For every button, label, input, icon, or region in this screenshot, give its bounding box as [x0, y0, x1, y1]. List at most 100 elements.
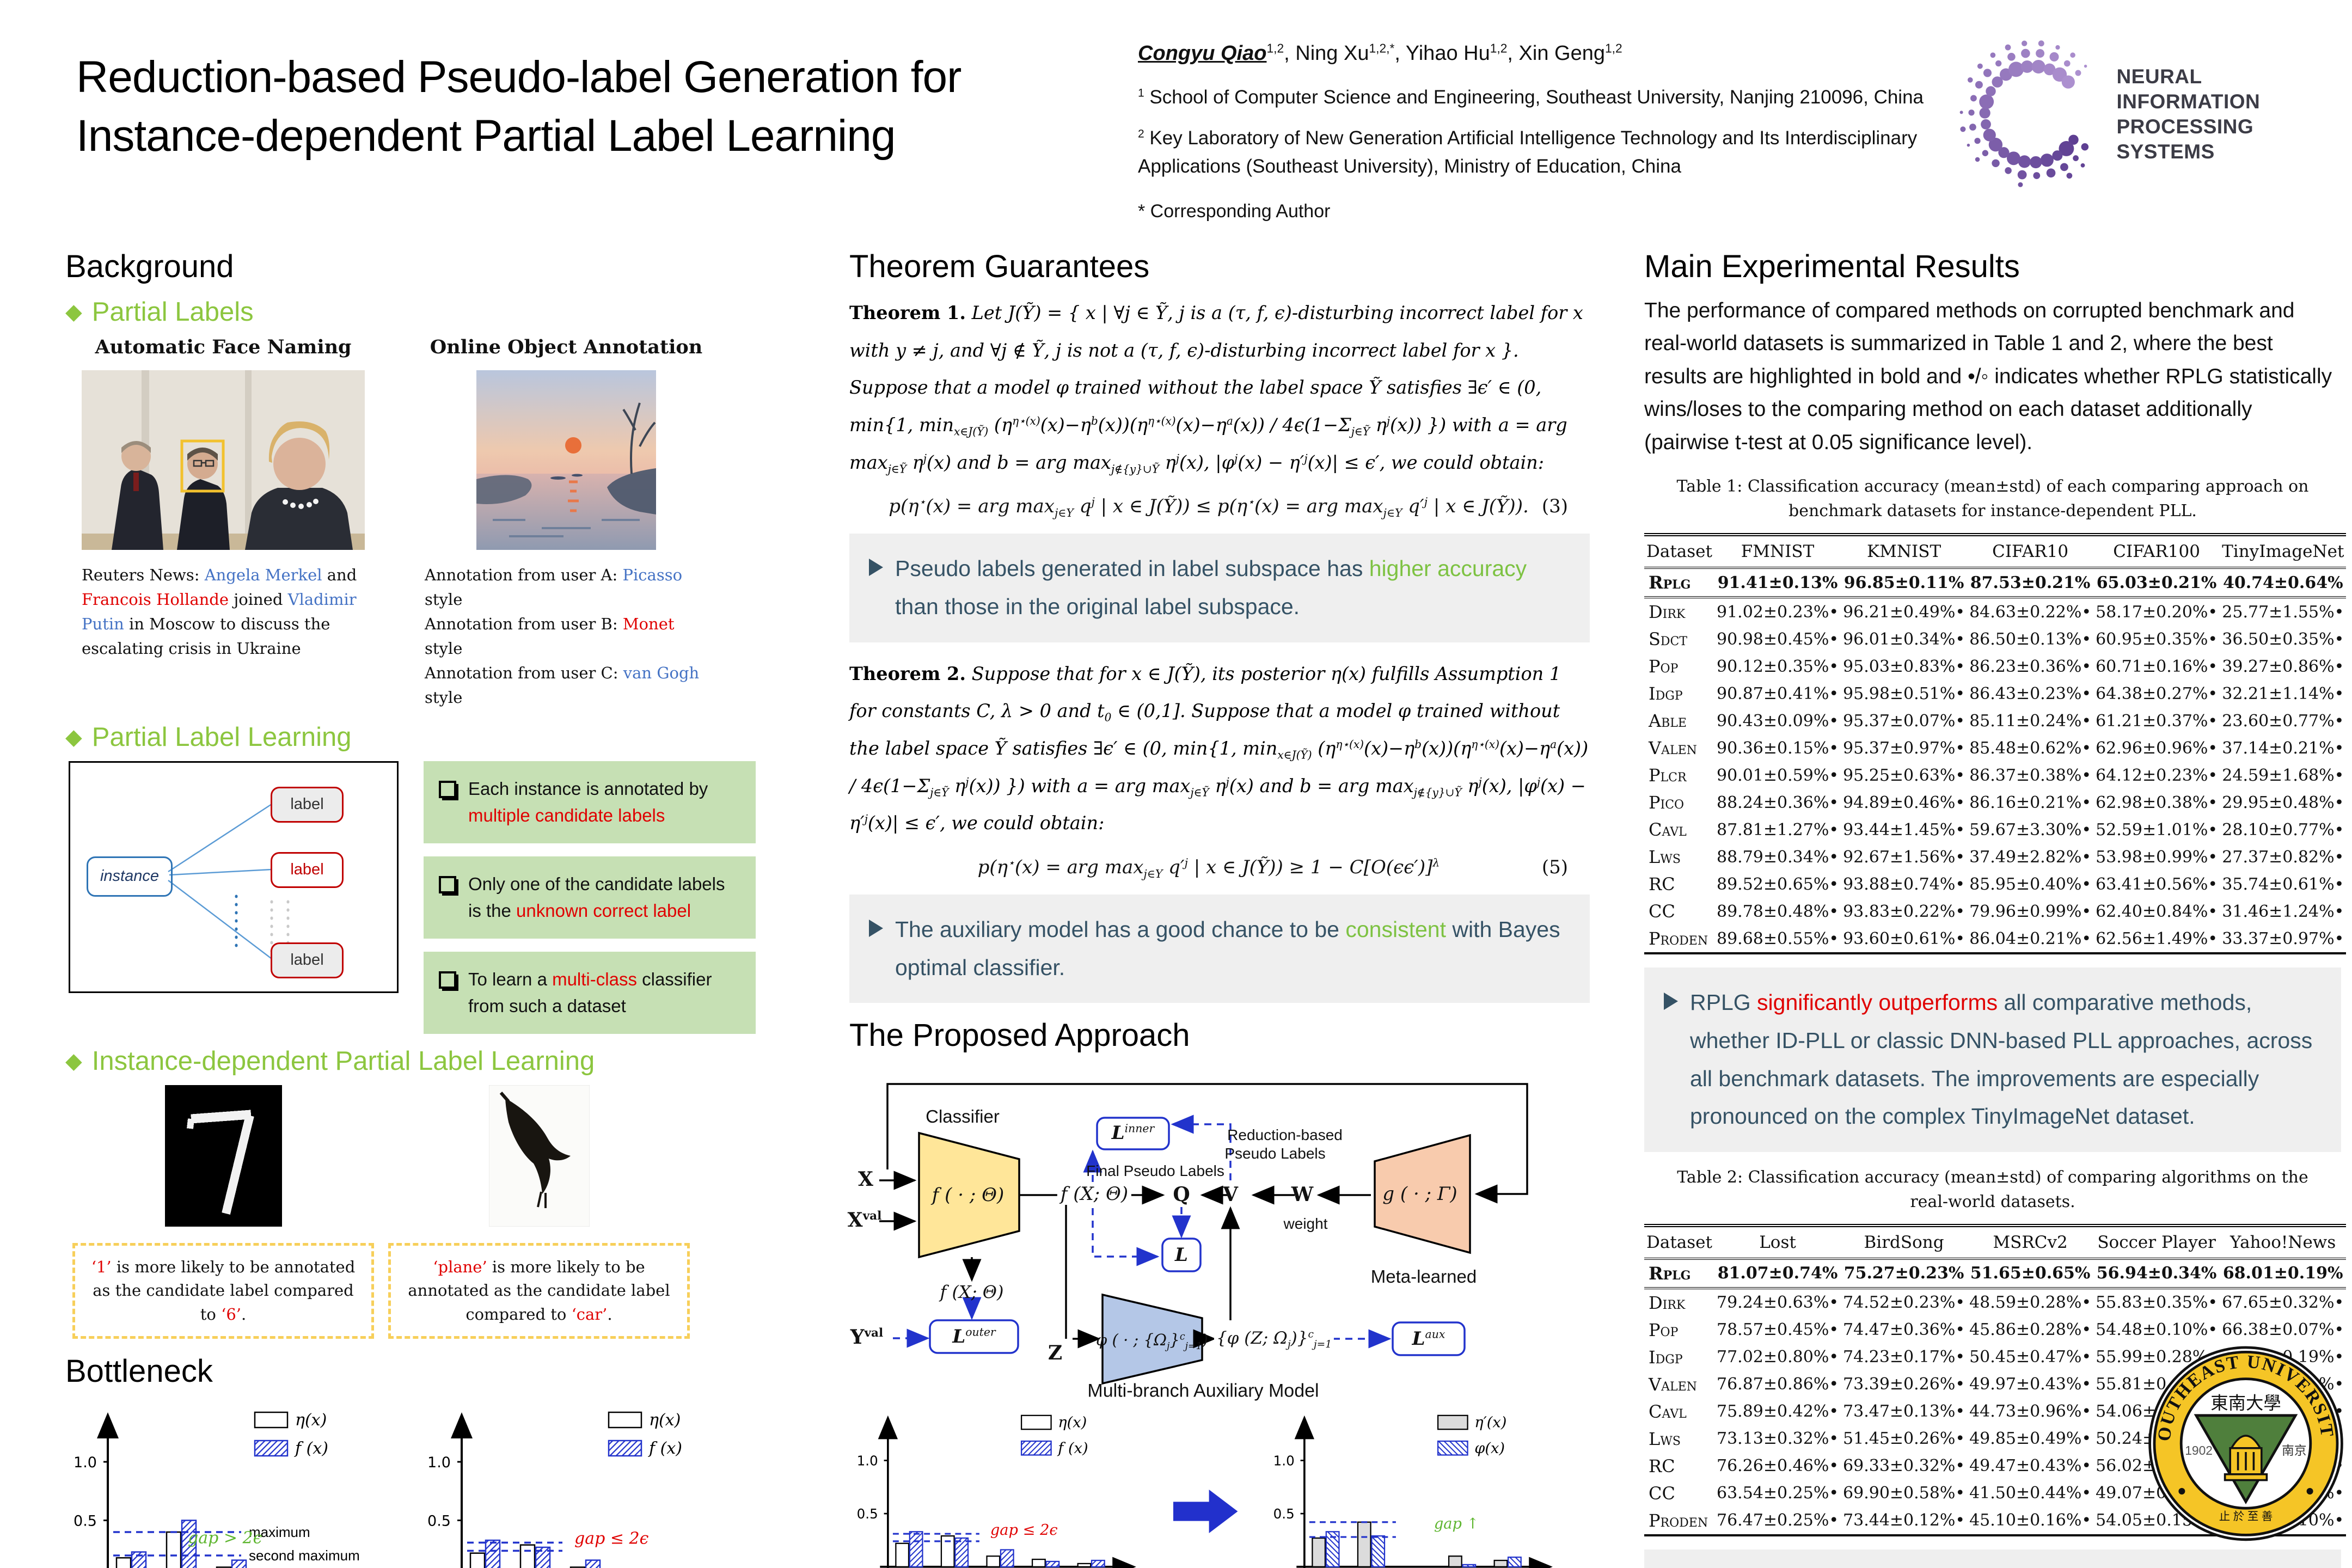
table-row: CC 89.78±0.48%• 93.83±0.22%• 79.96±0.99%• 62… [1644, 898, 2346, 925]
results-intro: The performance of compared methods on c… [1644, 299, 2332, 454]
text-segment: j [1184, 856, 1188, 869]
logo-dot [1970, 95, 1977, 102]
text-segment: j∈Ỹ [930, 786, 949, 799]
accuracy-value: 52.59±1.01%• [2096, 820, 2218, 840]
accuracy-value: 69.33±0.32%• [1843, 1456, 1965, 1476]
accuracy-value: 91.41±0.13% [1717, 573, 1838, 592]
svg-text:gap > 2ϵ: gap > 2ϵ [188, 1529, 262, 1548]
text-segment: with Bayes optimal classifier. [895, 917, 1560, 980]
svg-text:南京: 南京 [2282, 1443, 2307, 1457]
accuracy-value: 69.90±0.58%• [1843, 1484, 1965, 1503]
text-segment: j [965, 775, 969, 788]
bird-image [488, 1085, 590, 1227]
accuracy-value: 51.45±0.26%• [1843, 1429, 1965, 1449]
text-segment: Pseudo labels generated in label subspac… [895, 556, 1369, 581]
text-segment: | x ∈ J(Ỹ)) ≤ p(η [1094, 495, 1248, 518]
bird-example: ‘plane’ is more likely to be annotated a… [381, 1085, 697, 1339]
text-segment: (η [988, 414, 1013, 436]
theorem-2: Theorem 2. Suppose that for x ∈ J(Ỹ), it… [849, 656, 1590, 842]
idpll-examples: ‘1’ is more likely to be annotated as th… [65, 1085, 762, 1339]
accuracy-value: 93.88±0.74%• [1843, 874, 1965, 894]
text-segment: style [425, 590, 463, 609]
approach-diagram: Classifier X Xval f ( · ; Θ) f (X; Θ) Q … [848, 1063, 1573, 1404]
pll-instance-node: instance [87, 856, 173, 897]
logo-dot [2005, 167, 2012, 174]
accuracy-value: 79.24±0.63%• [1717, 1293, 1839, 1313]
accuracy-value: 62.98±0.38%• [2096, 793, 2218, 812]
text-segment: η⋆(x) [1471, 737, 1499, 751]
text-segment: | x ∈ J(Ỹ)) ≥ 1 − C[O(ϵϵ′)] [1187, 856, 1433, 879]
pll-label-node-1: label [271, 786, 344, 823]
table-row: Idgp 77.02±0.80%• 74.23±0.17%• 50.45±0.47%•… [1644, 1344, 2346, 1371]
text-segment: (x)−η [1175, 414, 1227, 436]
accuracy-value: 45.10±0.16%• [1969, 1511, 2092, 1530]
accuracy-value: 63.54±0.25%• [1717, 1484, 1839, 1503]
accuracy-value: 73.47±0.13%• [1843, 1402, 1965, 1422]
text-segment: in Moscow to discuss the escalating cris… [82, 614, 330, 658]
title-line2: Instance-dependent Partial Label Learnin… [76, 111, 896, 161]
text-segment: j [1304, 451, 1308, 465]
text-segment: Annotation from user C: [425, 663, 623, 682]
accuracy-value: 96.21±0.49%• [1843, 602, 1965, 622]
text-segment: j∈Ỹ [887, 462, 907, 476]
text-segment: higher accuracy [1369, 556, 1527, 581]
w-label: W [1291, 1183, 1314, 1206]
logo-dot [1983, 69, 1992, 77]
accuracy-value: 74.23±0.17%• [1843, 1347, 1965, 1367]
text-segment: x∈J(Ỹ) [954, 425, 989, 438]
fx-theta-label: f (X; Θ) [1057, 1183, 1132, 1205]
logo-dot [1990, 52, 1996, 58]
pll-points: Each instance is annotated by multiple c… [424, 761, 756, 1034]
method-name: Pop [1649, 656, 1679, 677]
theorem-heading: Theorem Guarantees [849, 249, 1150, 284]
accuracy-value: 90.43±0.09%• [1717, 711, 1839, 731]
method-name: Proden [1649, 1510, 1708, 1531]
checkbox-icon [439, 971, 456, 989]
text-segment: Annotation from user B: [425, 614, 623, 633]
svg-text:η′(x): η′(x) [1474, 1414, 1506, 1431]
method-name: Valen [1649, 738, 1697, 759]
text-segment: j∉{y}∪Ỹ [1111, 462, 1159, 476]
logo-dot [2021, 48, 2030, 58]
accuracy-value: 24.59±1.68%• [2222, 765, 2344, 785]
text-segment: q [1073, 495, 1092, 518]
digit-caption: ‘1’ is more likely to be annotated as th… [72, 1242, 374, 1339]
accuracy-value: 90.98±0.45%• [1717, 629, 1839, 649]
accuracy-value: 48.59±0.28%• [1969, 1293, 2092, 1313]
q-label: Q [1173, 1183, 1190, 1206]
accuracy-value: 91.02±0.23%• [1717, 602, 1839, 622]
accuracy-value: 31.46±1.24%• [2222, 902, 2344, 921]
text-segment: Reuters News: [82, 566, 205, 584]
diamond-icon: ◆ [65, 1049, 82, 1073]
text-segment: (x)−η [1499, 738, 1551, 759]
accuracy-value: 95.25±0.63%• [1843, 765, 1965, 785]
accuracy-value: 37.49±2.82%• [1969, 847, 2092, 867]
digit-example: ‘1’ is more likely to be annotated as th… [65, 1085, 381, 1339]
text-segment: j∉{y}∪Ỹ [1413, 786, 1462, 799]
text-segment: Each instance is annotated by [468, 778, 708, 799]
results-table: Dataset FMNIST KMNIST CIFAR10 CIFAR100 TinyIm… [1644, 533, 2347, 955]
southeast-university-logo: SOUTHEAST UNIVERSITY 東南大學 1902 南京 止 於 至 … [2141, 1326, 2344, 1549]
text-segment: | x ∈ J(Ỹ)). [1428, 495, 1529, 518]
text-segment: φ ( · ; {Ω [1096, 1331, 1167, 1350]
logo-dot [1979, 94, 1994, 109]
accuracy-value: 54.48±0.10%• [2096, 1320, 2218, 1340]
text-segment: val [864, 1326, 884, 1340]
method-name: Idgp [1649, 683, 1683, 705]
accuracy-value: 53.98±0.99%• [2096, 847, 2218, 867]
text-segment: (x) = arg max [926, 495, 1055, 518]
theorem-2-label: Theorem 2. [849, 663, 966, 684]
text-segment: (x) = arg max [1254, 495, 1383, 518]
v-label: V [1223, 1183, 1238, 1206]
logo-dot [2061, 75, 2075, 89]
logo-dot [1975, 157, 1980, 162]
logo-dot [2022, 40, 2028, 46]
accuracy-value: 93.60±0.61%• [1843, 929, 1965, 948]
method-name: Idgp [1649, 1346, 1683, 1368]
theorem-1-takeaway: Pseudo labels generated in label subspac… [849, 534, 1590, 642]
reduction-pseudo-labels-label2: Pseudo Labels [1224, 1145, 1326, 1162]
table-row: RC 89.52±0.65%• 93.88±0.74%• 85.95±0.40%• 63… [1644, 871, 2346, 898]
column-header: CIFAR10 [1992, 542, 2069, 562]
